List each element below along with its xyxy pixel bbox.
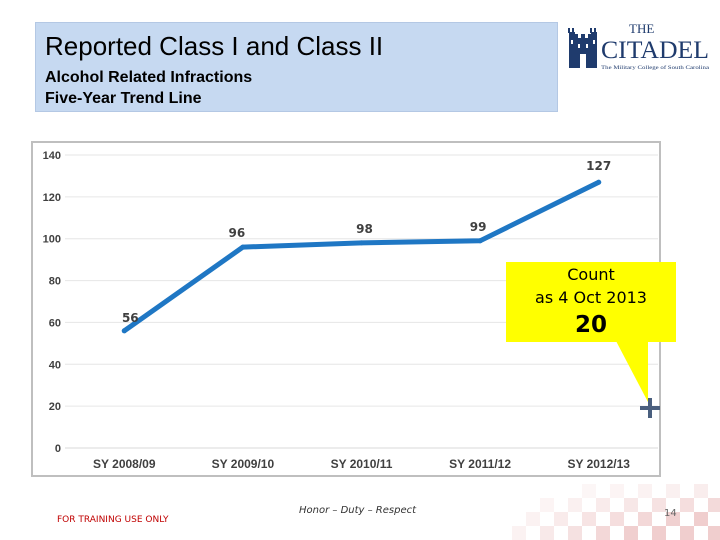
checker-square: [638, 484, 652, 498]
x-tick-label: SY 2012/13: [567, 457, 630, 471]
callout-value: 20: [574, 312, 607, 338]
y-tick-label: 60: [49, 317, 61, 329]
title-box: Reported Class I and Class II Alcohol Re…: [35, 22, 558, 112]
y-tick-label: 20: [49, 401, 61, 413]
checker-square: [694, 484, 708, 498]
checker-square: [596, 526, 610, 540]
checker-square: [540, 498, 554, 512]
x-tick-label: SY 2011/12: [449, 457, 511, 471]
y-tick-label: 0: [55, 443, 61, 455]
data-point: [121, 328, 127, 334]
subtitle-line-2: Five-Year Trend Line: [45, 90, 202, 107]
y-tick-label: 80: [49, 276, 61, 288]
checker-square: [582, 484, 596, 498]
checker-square: [708, 526, 720, 540]
checker-square: [652, 498, 666, 512]
checker-square: [610, 512, 624, 526]
data-label: 98: [356, 222, 373, 236]
x-tick-label: SY 2009/10: [212, 457, 275, 471]
checker-square: [624, 498, 638, 512]
checker-square: [512, 526, 526, 540]
subtitle-line-1: Alcohol Related Infractions: [45, 69, 253, 86]
logo-the: THE: [629, 21, 654, 36]
checker-square: [708, 498, 720, 512]
callout-box: Count as 4 Oct 2013 20: [506, 262, 676, 342]
checker-square: [652, 526, 666, 540]
y-tick-label: 120: [43, 192, 61, 204]
castle-icon: [568, 28, 597, 68]
checker-square: [680, 526, 694, 540]
checker-square: [638, 512, 652, 526]
data-label: 127: [586, 159, 611, 173]
data-point: [596, 179, 602, 185]
logo-citadel: CITADEL: [601, 37, 709, 64]
checker-square: [666, 512, 680, 526]
y-tick-label: 40: [49, 359, 61, 371]
data-label: 99: [470, 220, 487, 234]
checker-square: [554, 512, 568, 526]
x-tick-label: SY 2008/09: [93, 457, 156, 471]
page-number: 14: [664, 508, 677, 519]
page-title: Reported Class I and Class II: [45, 31, 384, 61]
checker-square: [624, 526, 638, 540]
current-count-marker: [640, 398, 660, 418]
y-tick-label: 140: [43, 150, 61, 162]
data-point: [240, 244, 246, 250]
callout-line-1: Count: [567, 265, 615, 284]
citadel-logo: THE CITADEL The Military College of Sout…: [568, 21, 710, 71]
checkered-decoration: [512, 484, 720, 540]
callout-line-2: as 4 Oct 2013: [535, 288, 647, 307]
checker-square: [568, 498, 582, 512]
checker-square: [540, 526, 554, 540]
checker-square: [610, 484, 624, 498]
footer-training-label: FOR TRAINING USE ONLY: [57, 515, 169, 525]
checker-square: [568, 526, 582, 540]
y-tick-label: 100: [43, 234, 61, 246]
checker-square: [680, 498, 694, 512]
checker-square: [694, 512, 708, 526]
logo-tagline: The Military College of South Carolina: [601, 66, 710, 71]
x-tick-label: SY 2010/11: [331, 457, 393, 471]
footer-motto: Honor – Duty – Respect: [299, 505, 417, 516]
data-label: 96: [229, 226, 246, 240]
checker-square: [666, 484, 680, 498]
data-label: 56: [122, 311, 139, 325]
data-point: [477, 238, 483, 244]
data-point: [359, 240, 364, 246]
checker-square: [526, 512, 540, 526]
checker-square: [582, 512, 596, 526]
page-subtitle: Alcohol Related Infractions Five-Year Tr…: [45, 67, 252, 109]
checker-square: [596, 498, 610, 512]
